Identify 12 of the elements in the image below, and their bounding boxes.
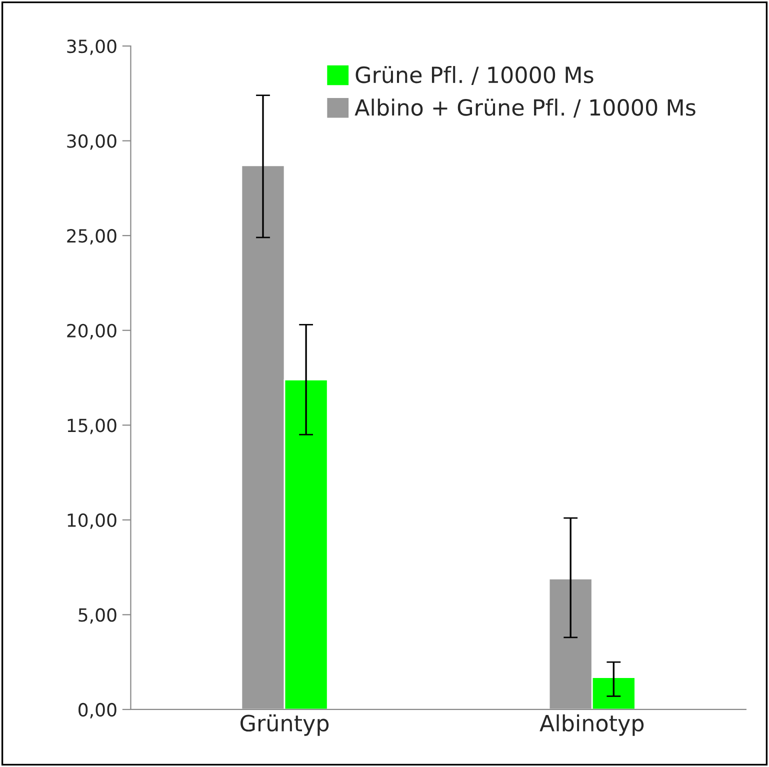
y-tick-label: 25,00 bbox=[67, 229, 116, 245]
legend-label: Grüne Pfl. / 10000 Ms bbox=[356, 66, 594, 85]
y-tick-label: 35,00 bbox=[67, 39, 116, 55]
y-tick-label: 0,00 bbox=[78, 702, 116, 718]
x-tick-label: Grüntyp bbox=[240, 714, 329, 736]
legend-label: Albino + Grüne Pfl. / 10000 Ms bbox=[354, 98, 696, 118]
y-tick-label: 30,00 bbox=[67, 134, 116, 150]
y-tick-label: 15,00 bbox=[68, 418, 116, 434]
y-tick-label: 5,00 bbox=[78, 608, 116, 624]
x-tick-label: Albinotyp bbox=[540, 714, 644, 736]
y-tick-label: 20,00 bbox=[67, 324, 116, 340]
y-tick-label: 10,00 bbox=[68, 513, 116, 529]
